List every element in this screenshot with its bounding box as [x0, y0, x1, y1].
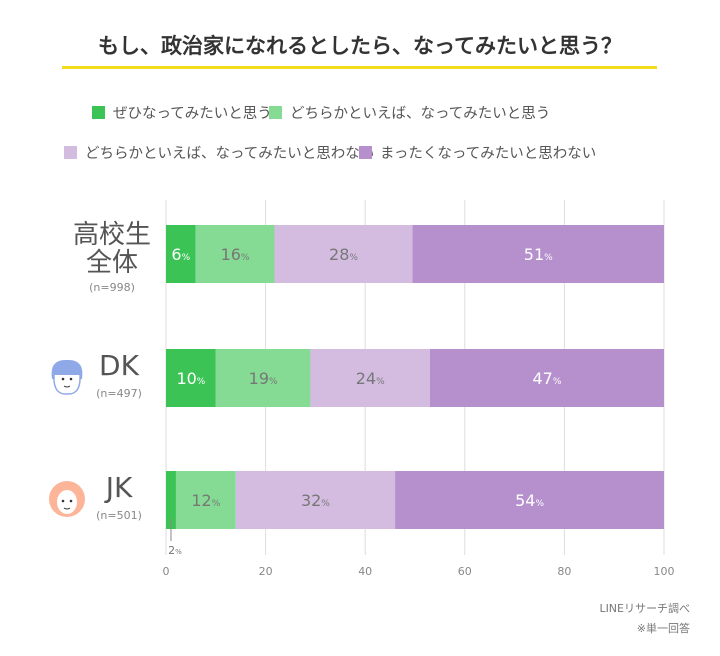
bar-segment — [235, 471, 396, 529]
girl-face-icon — [49, 481, 85, 517]
bar-segment — [175, 471, 236, 529]
bar-segment — [166, 225, 196, 283]
bar-segment — [412, 225, 664, 283]
legend-item-3: どちらかといえば、なってみたいと思わない — [64, 142, 374, 163]
legend-label: どちらかといえば、なってみたいと思う — [290, 106, 551, 122]
chart-title: もし、政治家になれるとしたら、なってみたいと思う？ — [98, 34, 622, 58]
category-label: 高校生 — [73, 220, 151, 250]
bar-segment — [195, 225, 275, 283]
data-label: 2% — [168, 544, 182, 557]
bar-segment — [310, 349, 430, 407]
legend-swatch — [92, 106, 105, 119]
legend-item-2: どちらかといえば、なってみたいと思う — [269, 102, 550, 123]
answer-note: ※単一回答 — [636, 622, 690, 635]
legend-swatch — [269, 106, 282, 119]
boy-face-icon — [51, 359, 83, 395]
bar-segment — [395, 471, 664, 529]
category-n: (n=998) — [89, 281, 135, 294]
category-n: (n=501) — [96, 509, 142, 522]
legend-item-1: ぜひなってみたいと思う — [92, 102, 272, 123]
title-underline — [62, 66, 657, 69]
legend-swatch — [64, 146, 77, 159]
x-tick-label: 20 — [259, 565, 273, 578]
bar-segment — [166, 471, 176, 529]
x-tick-label: 40 — [358, 565, 372, 578]
category-label: DK — [99, 349, 140, 382]
x-tick-label: 60 — [458, 565, 472, 578]
category-n: (n=497) — [96, 387, 142, 400]
legend-label: どちらかといえば、なってみたいと思わない — [85, 146, 375, 162]
bar-segment — [166, 349, 216, 407]
legend-swatch — [359, 146, 372, 159]
legend-label: まったくなってみたいと思わない — [380, 146, 597, 162]
x-tick-label: 100 — [654, 565, 675, 578]
bar-segment — [274, 225, 413, 283]
x-tick-label: 80 — [557, 565, 571, 578]
x-tick-label: 0 — [163, 565, 170, 578]
legend-label: ぜひなってみたいと思う — [113, 106, 272, 122]
legend-item-4: まったくなってみたいと思わない — [359, 142, 596, 163]
source-note: LINEリサーチ調べ — [599, 602, 690, 615]
category-label: 全体 — [86, 248, 138, 278]
bar-segment — [429, 349, 664, 407]
bar-segment — [215, 349, 311, 407]
category-label: JK — [104, 471, 133, 504]
